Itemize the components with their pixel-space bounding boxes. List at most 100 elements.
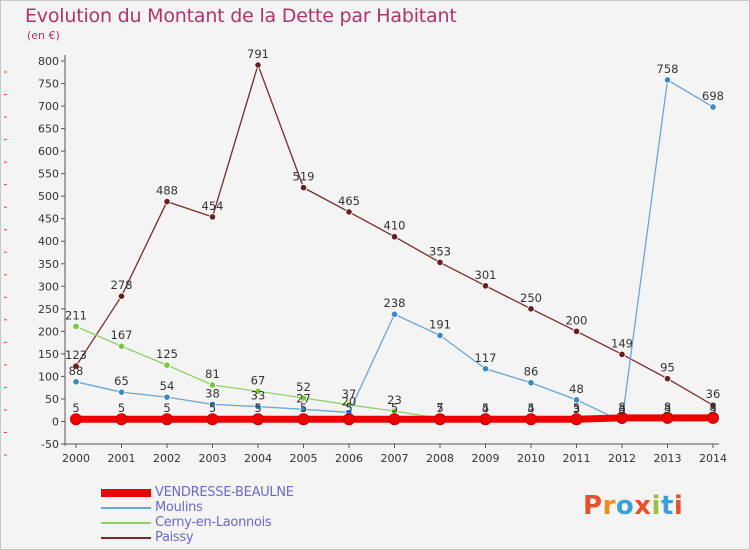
data-point	[481, 282, 490, 290]
x-tick-label: 2011	[563, 452, 591, 465]
data-point	[570, 413, 583, 426]
data-label: 95	[660, 361, 675, 375]
data-point	[436, 258, 444, 267]
data-point	[163, 393, 171, 401]
x-tick-label: 2005	[290, 452, 318, 465]
series-lines	[72, 64, 717, 423]
data-label: 5	[254, 401, 261, 415]
data-point	[117, 342, 126, 350]
data-point	[343, 413, 355, 426]
x-tick-label: 2004	[244, 452, 272, 465]
data-label: 38	[205, 386, 220, 400]
data-point	[299, 405, 308, 413]
data-point	[208, 381, 217, 389]
x-tick-label: 2009	[472, 452, 500, 465]
legend-label: VENDRESSE-BEAULNE	[155, 485, 294, 500]
chart-title: Evolution du Montant de la Dette par Hab…	[25, 5, 457, 27]
data-point	[70, 413, 82, 426]
x-tick-label: 2010	[517, 452, 545, 465]
data-label: 698	[702, 89, 724, 103]
legend-swatch	[101, 522, 151, 524]
data-point	[390, 310, 399, 318]
data-label: 123	[65, 348, 87, 362]
data-point	[72, 322, 80, 330]
data-point	[208, 213, 217, 221]
data-point	[299, 184, 308, 192]
data-label: 48	[569, 382, 584, 396]
logo-letter: i	[673, 491, 684, 521]
data-label: 5	[72, 401, 79, 415]
data-label: 465	[338, 194, 360, 208]
data-label: 167	[111, 328, 133, 342]
data-label: 5	[482, 401, 489, 415]
data-label: 410	[384, 219, 406, 233]
data-label: 278	[111, 278, 133, 292]
y-tick-label: 100	[38, 370, 59, 383]
logo-letter: P	[583, 491, 603, 521]
y-tick-label: 0	[52, 415, 59, 428]
data-label: 125	[156, 347, 178, 361]
data-label: 8	[664, 400, 671, 414]
y-tick-label: 50	[45, 393, 59, 406]
data-point	[299, 394, 308, 402]
data-label: 117	[475, 351, 497, 365]
y-tick-label: -50	[41, 438, 59, 451]
y-tick-label: 150	[38, 348, 59, 361]
data-label: 5	[436, 401, 443, 415]
data-point	[117, 388, 126, 396]
y-tick-label: 550	[38, 168, 59, 181]
data-label: 5	[391, 401, 398, 415]
data-label: 5	[300, 401, 307, 415]
data-point	[254, 403, 262, 411]
data-point	[663, 375, 672, 383]
chart-unit-label: (en €)	[27, 29, 60, 42]
legend-swatch	[101, 489, 151, 497]
data-label: 3	[573, 402, 580, 416]
data-label: 791	[247, 47, 269, 61]
data-label: 8	[618, 400, 625, 414]
data-label: 88	[69, 364, 84, 378]
data-label: 238	[384, 296, 406, 310]
y-tick-label: 200	[38, 325, 59, 338]
y-tick-label: 450	[38, 213, 59, 226]
data-point	[707, 411, 719, 424]
data-label: 758	[657, 62, 679, 76]
data-label: 5	[209, 401, 216, 415]
data-point	[390, 233, 399, 241]
data-label: 301	[475, 268, 497, 282]
y-tick-label: 650	[38, 123, 59, 136]
y-tick-label: 800	[38, 55, 59, 68]
data-point	[163, 361, 171, 369]
data-label: 191	[429, 317, 451, 331]
data-point	[163, 197, 171, 206]
y-tick-label: 500	[38, 190, 59, 203]
data-label: 3	[664, 402, 671, 416]
data-label: 519	[293, 170, 315, 184]
legend-swatch	[101, 537, 151, 539]
data-point	[709, 103, 717, 111]
y-axis: -50 0 50 100 150 200 250 300 350 400 450 500 550 600 6…	[4, 55, 66, 456]
data-label: 5	[573, 401, 580, 415]
data-label: 54	[160, 379, 175, 393]
data-label: 36	[706, 387, 721, 401]
logo-letter: x	[634, 491, 652, 521]
data-point	[709, 401, 717, 409]
y-tick-label: 400	[38, 235, 59, 248]
logo-letter: r	[602, 491, 616, 521]
data-point	[206, 413, 219, 426]
data-label: 33	[251, 389, 266, 403]
x-tick-label: 2012	[608, 452, 636, 465]
data-labels: 1232784884547915194654103533012502001499…	[65, 47, 724, 417]
y-tick-label: 700	[38, 100, 59, 113]
data-label: 3	[709, 402, 716, 416]
x-tick-label: 2003	[199, 452, 227, 465]
y-tick-label: 350	[38, 258, 59, 271]
logo-letter: i	[651, 491, 661, 521]
data-label: 37	[342, 387, 357, 401]
x-tick-label: 2014	[699, 452, 727, 465]
data-point	[72, 378, 80, 386]
data-point	[572, 396, 581, 404]
data-point	[345, 401, 353, 409]
data-point	[661, 411, 674, 424]
